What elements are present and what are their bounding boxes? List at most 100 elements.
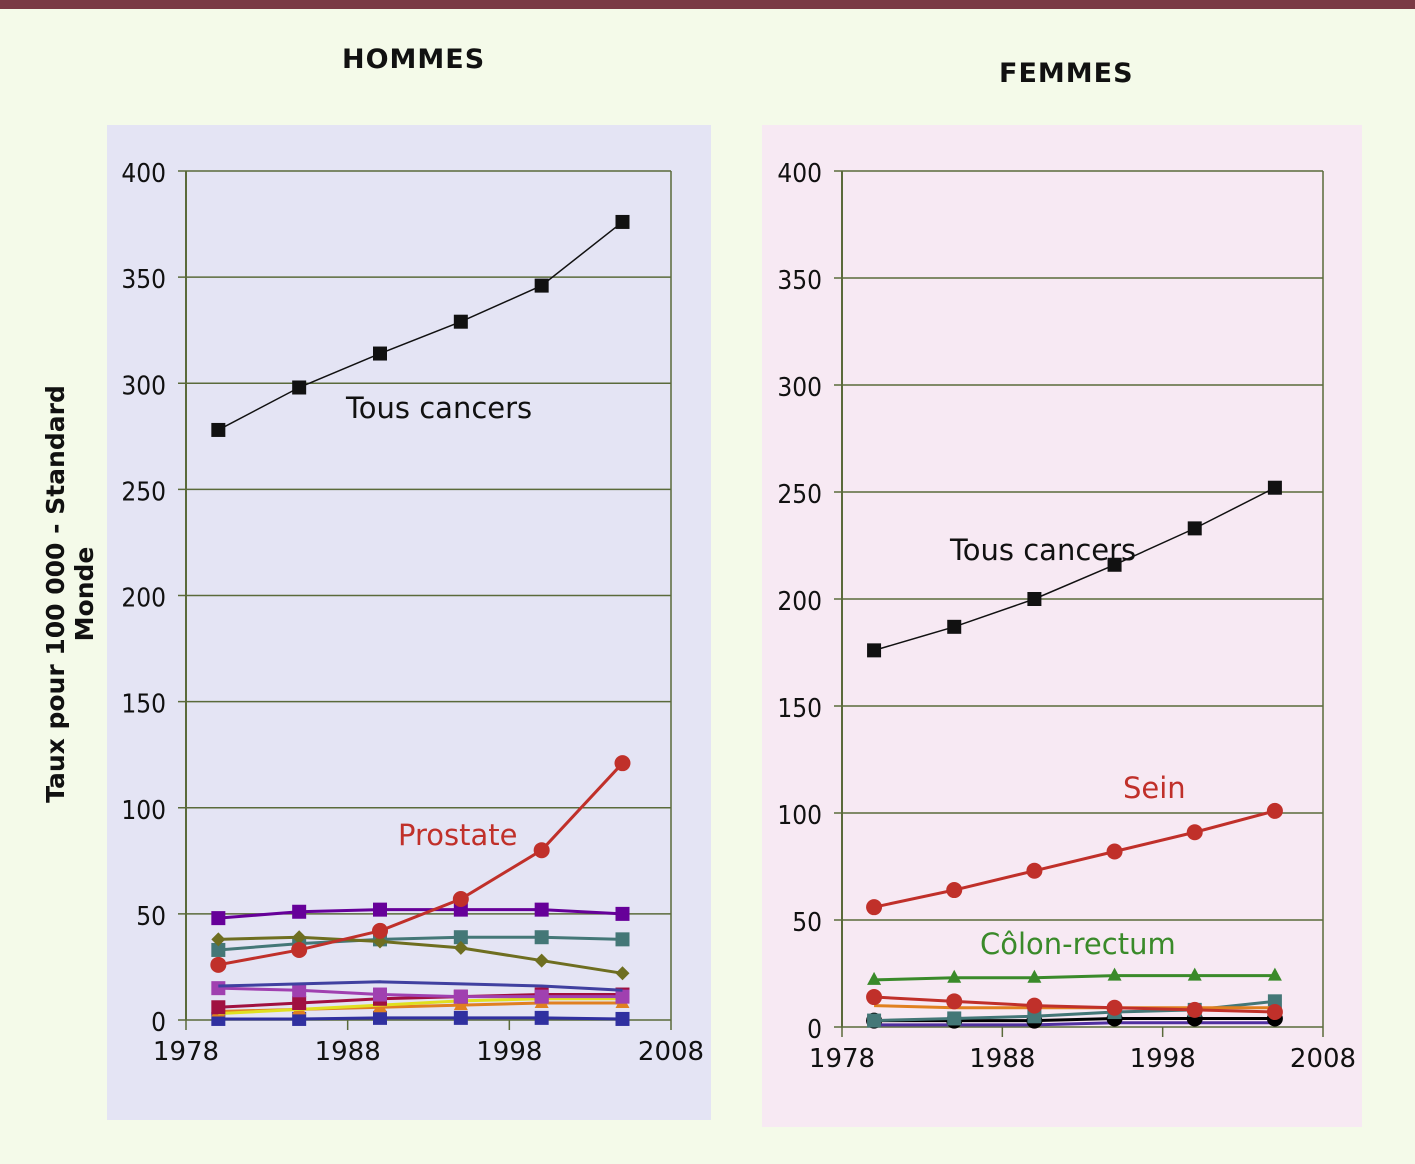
y-tick-label: 50 — [136, 902, 166, 932]
data-point-circle — [1186, 1001, 1203, 1018]
data-point-diamond — [534, 953, 549, 968]
data-point-square — [373, 987, 387, 1002]
data-point-square — [947, 619, 962, 634]
data-point-circle — [1106, 999, 1123, 1016]
panel-background — [107, 125, 711, 1120]
data-point-triangle — [1267, 967, 1282, 981]
series-line-prostate — [218, 762, 624, 967]
data-point-circle — [452, 891, 469, 908]
data-point-square — [292, 1011, 307, 1026]
data-point-circle — [291, 941, 308, 958]
data-point-square — [534, 1010, 549, 1025]
data-point-circle — [210, 956, 227, 973]
x-tick-label: 1988 — [969, 1044, 1035, 1074]
data-point-square — [292, 996, 307, 1011]
data-point-square — [867, 643, 882, 658]
series-line-tous-cancers — [873, 487, 1276, 652]
data-point-circle — [946, 882, 963, 899]
data-point-circle — [372, 922, 388, 939]
series-label: Sein — [1123, 771, 1186, 805]
y-tick-label: 0 — [807, 1015, 822, 1045]
y-tick-label: 200 — [121, 584, 166, 614]
data-point-square — [373, 346, 387, 361]
y-tick-label: 300 — [121, 371, 166, 401]
data-point-square — [947, 1011, 962, 1026]
y-tick-label: 250 — [777, 480, 822, 510]
series-label: Côlon-rectum — [980, 927, 1176, 961]
data-point-square — [615, 214, 630, 229]
data-point-circle — [614, 755, 631, 772]
data-point-square — [615, 932, 630, 947]
data-point-circle — [1266, 802, 1283, 819]
series-label: Prostate — [398, 818, 517, 852]
y-tick-label: 100 — [777, 801, 822, 831]
data-point-square — [453, 989, 468, 1004]
data-point-circle — [1266, 1004, 1283, 1021]
y-tick-label: 300 — [777, 373, 822, 403]
data-point-diamond — [453, 940, 468, 955]
data-point-square — [373, 1010, 387, 1025]
data-point-triangle — [947, 969, 962, 983]
data-point-square — [292, 380, 307, 395]
x-tick-label: 1998 — [1130, 1044, 1196, 1074]
data-point-circle — [533, 842, 550, 859]
data-point-square — [1107, 557, 1122, 572]
y-tick-label: 0 — [151, 1008, 166, 1038]
series-line-series-magenta — [218, 986, 623, 999]
data-point-diamond — [292, 930, 307, 945]
data-point-square — [534, 989, 549, 1004]
series-label: Tous cancers — [949, 533, 1136, 567]
top-bar — [0, 0, 1415, 9]
data-point-diamond — [211, 932, 226, 947]
data-point-square — [1267, 480, 1282, 495]
data-point-circle — [866, 899, 883, 916]
x-tick-label: 2008 — [638, 1037, 704, 1067]
data-point-circle — [1026, 862, 1043, 879]
y-tick-label: 50 — [792, 908, 822, 938]
data-point-square — [292, 983, 307, 998]
data-point-circle — [866, 989, 883, 1006]
x-tick-label: 1978 — [153, 1037, 219, 1067]
data-point-circle — [1026, 997, 1043, 1014]
data-point-square — [1267, 994, 1282, 1009]
series-line-côlon-rectum — [874, 974, 1275, 982]
data-point-square — [211, 422, 226, 437]
data-point-triangle — [867, 971, 882, 985]
series-line-sein — [873, 809, 1276, 909]
y-tick-label: 400 — [121, 159, 166, 189]
y-tick-label: 150 — [777, 694, 822, 724]
data-point-circle — [946, 993, 963, 1010]
data-point-diamond — [615, 966, 630, 981]
data-point-square — [1027, 592, 1042, 606]
data-point-triangle — [1107, 967, 1122, 981]
series-line-series-blue — [218, 980, 623, 992]
data-point-square — [534, 930, 549, 945]
data-point-square — [867, 1013, 882, 1028]
y-axis-label: Taux pour 100 000 - Standard Monde — [41, 385, 99, 803]
data-point-square — [615, 1011, 630, 1026]
series-line-series-black — [874, 1016, 1275, 1023]
y-tick-label: 350 — [121, 265, 166, 295]
data-point-square — [615, 989, 630, 1004]
data-point-square — [453, 930, 468, 945]
data-point-square — [615, 906, 630, 921]
series-line-series-navy — [218, 1016, 623, 1021]
data-point-square — [453, 1010, 468, 1025]
data-point-circle — [1186, 824, 1203, 841]
x-tick-label: 1988 — [315, 1037, 381, 1067]
data-point-square — [211, 1000, 226, 1015]
y-tick-label: 350 — [777, 266, 822, 296]
data-point-triangle — [1027, 969, 1042, 983]
x-tick-label: 1998 — [476, 1037, 542, 1067]
x-tick-label: 2008 — [1290, 1044, 1356, 1074]
title-femmes: FEMMES — [999, 58, 1134, 89]
data-point-square — [211, 911, 226, 926]
data-point-circle — [1106, 843, 1123, 860]
data-point-square — [1187, 521, 1202, 536]
y-tick-label: 100 — [121, 796, 166, 826]
data-point-square — [292, 904, 307, 919]
data-point-square — [1027, 1009, 1042, 1024]
data-point-square — [534, 902, 549, 917]
